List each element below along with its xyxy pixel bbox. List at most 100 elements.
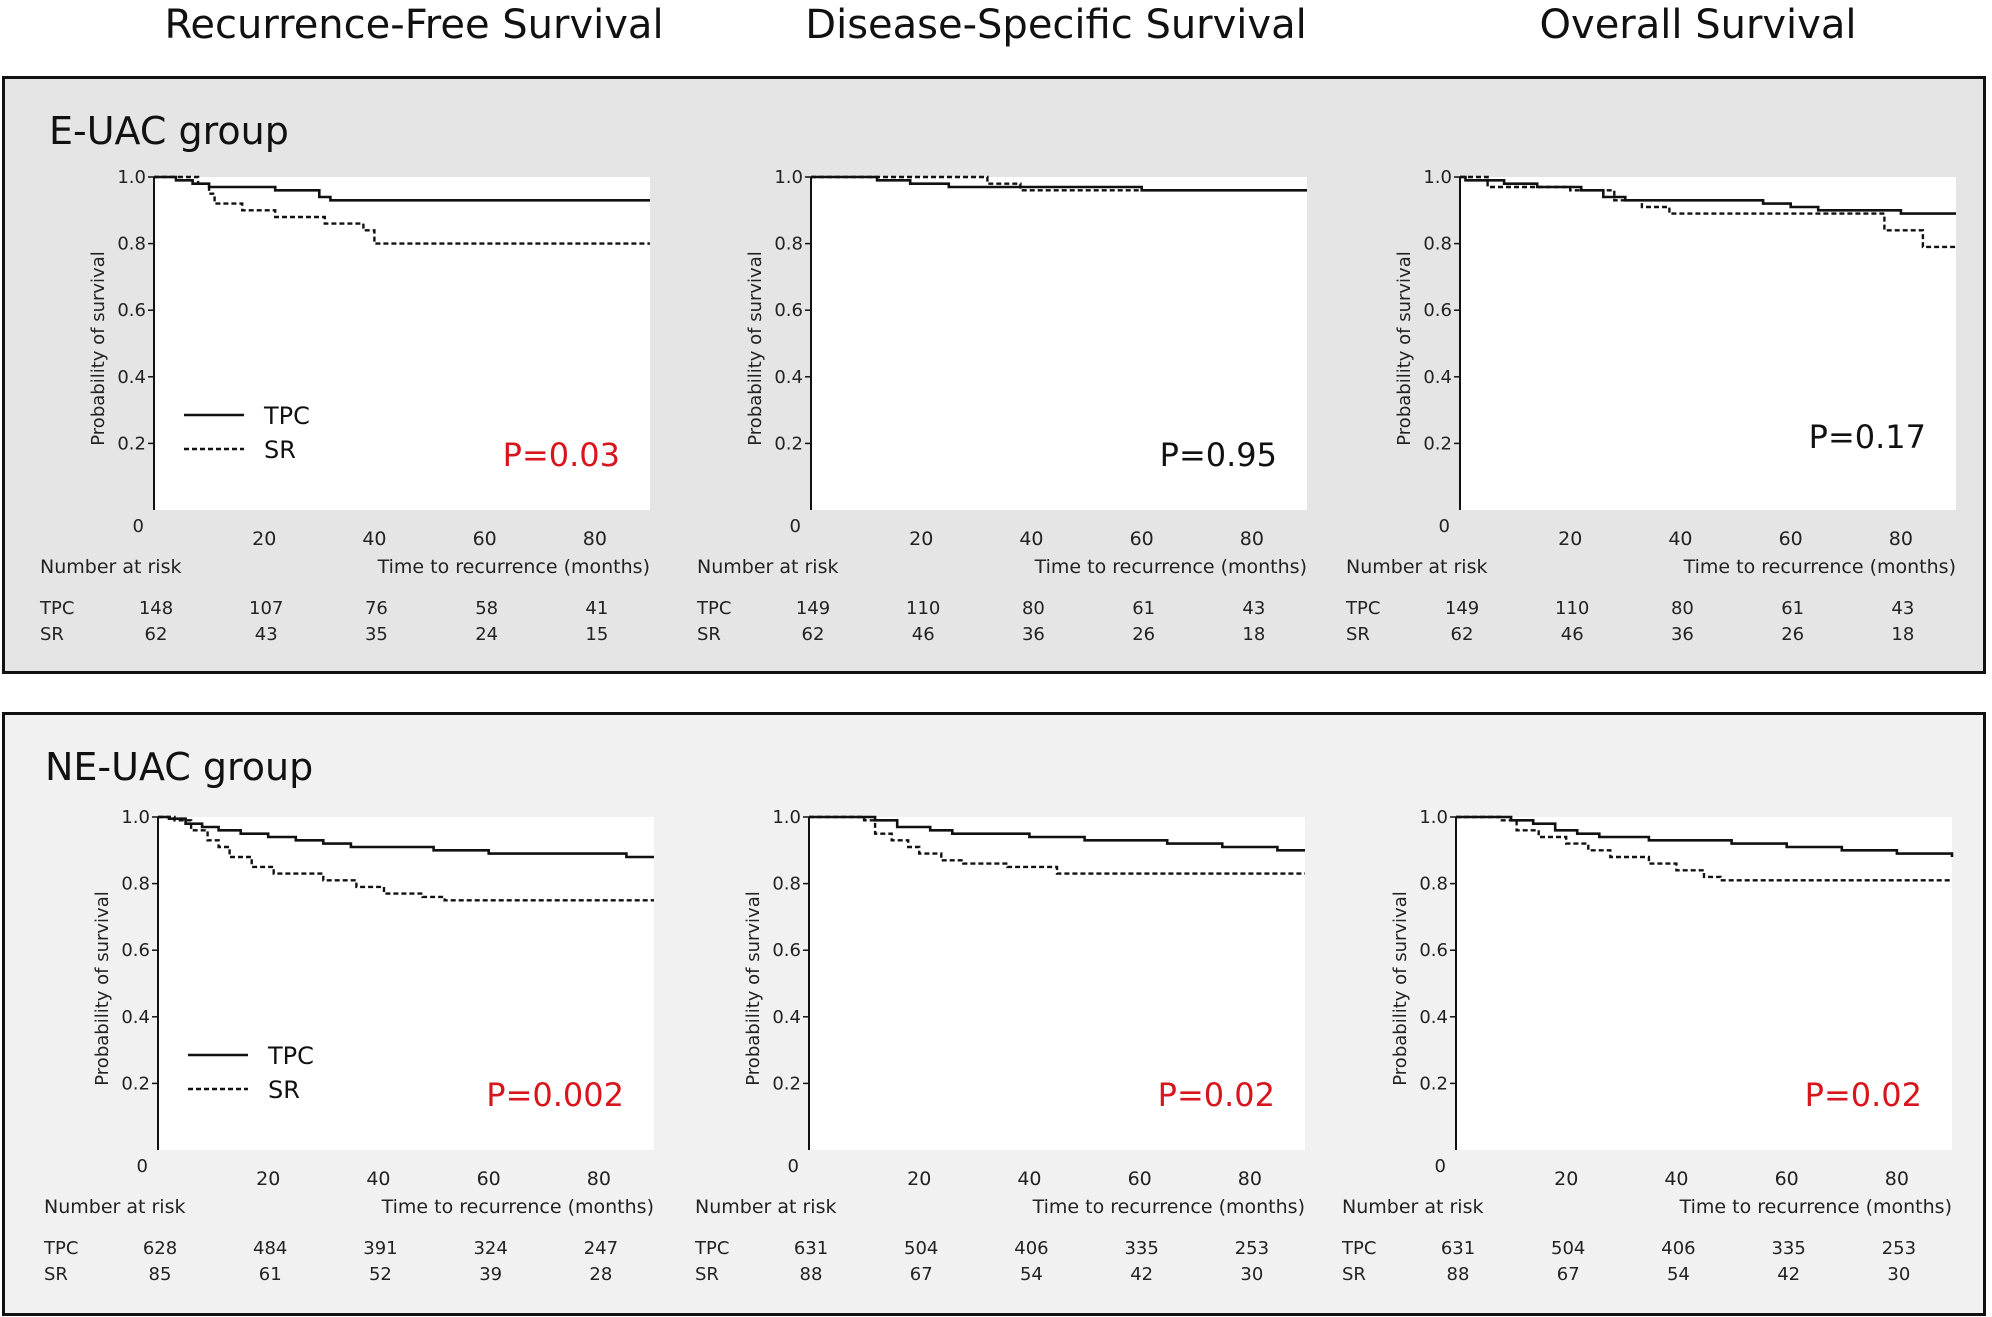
risk-value: 88 [1447,1264,1470,1285]
risk-value: 54 [1020,1264,1043,1285]
risk-value: 18 [1242,624,1265,645]
risk-value: 26 [1781,624,1804,645]
x-tick-label: 60 [1130,528,1154,550]
p-value: P=0.95 [1160,436,1277,474]
x-axis-label: Time to recurrence (months) [1679,1196,1952,1218]
x-tick-label: 40 [1668,528,1692,550]
x-tick-label: 40 [1019,528,1043,550]
curve-sr [809,815,1305,875]
y-tick-label: 0.2 [774,433,803,454]
x-tick-label: 80 [583,528,607,550]
risk-table-title: Number at risk [40,556,182,578]
risk-table-title: Number at risk [44,1196,186,1218]
risk-row-label-tpc: TPC [694,1238,729,1259]
y-tick-label: 0.2 [772,1073,801,1094]
risk-value: 24 [475,624,498,645]
risk-value: 149 [1445,598,1479,619]
x-tick-label: 80 [587,1168,611,1190]
y-axis-label: Probability of survival [1390,891,1411,1085]
x-tick-label: 20 [1558,528,1582,550]
y-tick-label: 0.2 [1423,433,1452,454]
x-tick-label: 40 [366,1168,390,1190]
legend-label-sr: SR [264,436,296,464]
legend-label-sr: SR [268,1076,300,1104]
risk-value: 42 [1777,1264,1800,1285]
risk-value: 253 [1882,1238,1916,1259]
origin-label: 0 [790,516,801,537]
km-chart-ne-uac-dss: 1.0 0.8 0.6 0.4 0.2 0 20 40 60 80 Probability of s… [694,807,1305,1285]
p-value: P=0.03 [503,436,620,474]
y-tick-label: 0.8 [1423,234,1452,255]
risk-value: 80 [1022,598,1045,619]
risk-value: 30 [1887,1264,1910,1285]
y-tick-label: 0.6 [121,940,150,961]
risk-table-title: Number at risk [695,1196,837,1218]
curve-sr [158,815,654,902]
risk-row-label-tpc: TPC [696,598,731,619]
km-chart-e-uac-os: 1.0 0.8 0.6 0.4 0.2 0 20 40 60 80 Probability of s… [1345,167,1956,645]
y-tick-label: 0.8 [1419,874,1448,895]
x-axis-label: Time to recurrence (months) [1032,1196,1305,1218]
risk-value: 253 [1235,1238,1269,1259]
risk-value: 85 [149,1264,172,1285]
risk-row-label-sr: SR [44,1264,68,1285]
y-tick-label: 0.8 [117,234,146,255]
y-tick-label: 0.4 [121,1007,150,1028]
risk-value: 324 [473,1238,507,1259]
plot-area [1460,177,1956,510]
y-axis-label: Probability of survival [745,251,766,445]
risk-value: 58 [475,598,498,619]
plot-area [1456,817,1952,1150]
x-tick-label: 40 [1017,1168,1041,1190]
x-tick-label: 60 [477,1168,501,1190]
risk-value: 43 [1242,598,1265,619]
legend-label-tpc: TPC [267,1042,314,1070]
x-tick-label: 60 [1779,528,1803,550]
origin-label: 0 [137,1156,148,1177]
y-tick-label: 0.8 [121,874,150,895]
risk-value: 61 [259,1264,282,1285]
risk-value: 18 [1891,624,1914,645]
x-tick-label: 60 [1775,1168,1799,1190]
risk-value: 110 [906,598,940,619]
curve-sr [1460,175,1956,249]
x-tick-label: 20 [909,528,933,550]
x-axis-label: Time to recurrence (months) [377,556,650,578]
km-chart-e-uac-rfs: 1.0 0.8 0.6 0.4 0.2 0 20 40 60 80 Probability of s… [39,167,650,645]
origin-label: 0 [133,516,144,537]
risk-row-label-sr: SR [1346,624,1370,645]
y-tick-label: 1.0 [1419,807,1448,828]
risk-value: 504 [1551,1238,1585,1259]
y-tick-label: 0.4 [772,1007,801,1028]
risk-value: 62 [1451,624,1474,645]
risk-value: 149 [796,598,830,619]
plot-area [154,177,650,510]
x-tick-label: 20 [256,1168,280,1190]
risk-value: 80 [1671,598,1694,619]
y-tick-label: 0.8 [772,874,801,895]
y-tick-label: 1.0 [774,167,803,188]
x-axis-label: Time to recurrence (months) [1683,556,1956,578]
x-tick-label: 60 [473,528,497,550]
risk-value: 46 [912,624,935,645]
risk-value: 15 [585,624,608,645]
y-tick-label: 1.0 [117,167,146,188]
risk-value: 247 [584,1238,618,1259]
risk-row-label-sr: SR [40,624,64,645]
p-value: P=0.02 [1805,1076,1922,1114]
risk-value: 484 [253,1238,287,1259]
origin-label: 0 [1435,1156,1446,1177]
risk-value: 61 [1132,598,1155,619]
y-tick-label: 0.6 [1419,940,1448,961]
risk-value: 46 [1561,624,1584,645]
risk-value: 62 [802,624,825,645]
y-tick-label: 1.0 [1423,167,1452,188]
group-title-ne-uac: NE-UAC group [45,745,314,789]
risk-value: 110 [1555,598,1589,619]
risk-value: 61 [1781,598,1804,619]
p-value: P=0.02 [1158,1076,1275,1114]
x-tick-label: 80 [1885,1168,1909,1190]
curve-tpc [158,815,654,859]
plot-area [811,177,1307,510]
risk-value: 148 [139,598,173,619]
